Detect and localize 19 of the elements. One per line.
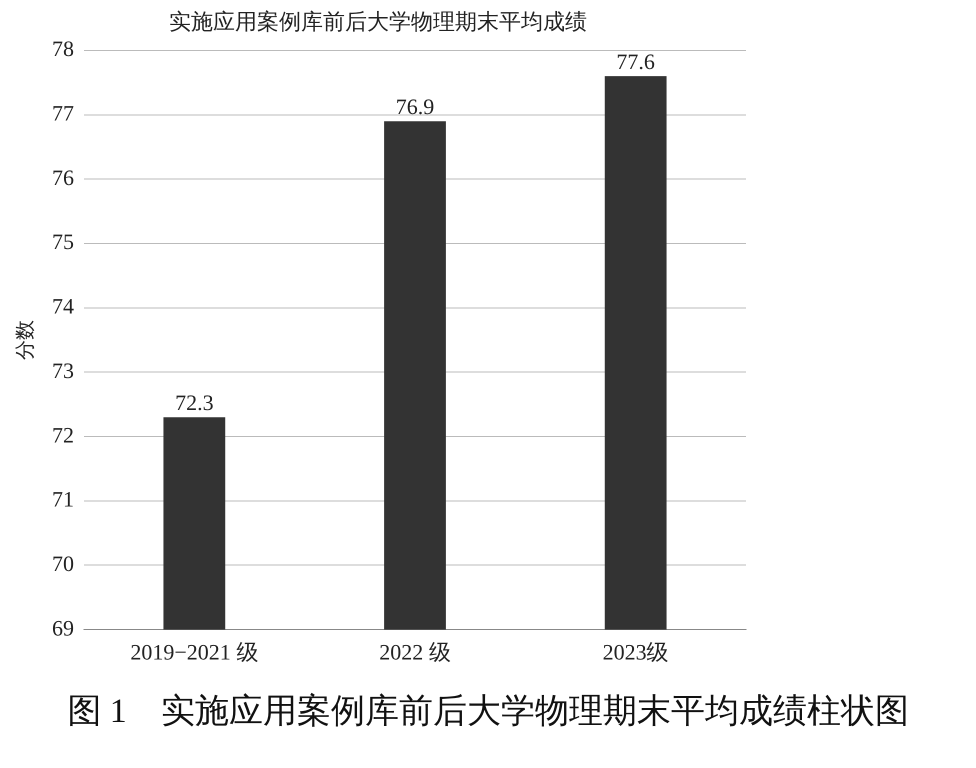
y-tick-label: 76	[52, 164, 74, 190]
data-label: 72.3	[175, 390, 214, 416]
y-tick-label: 70	[52, 551, 74, 576]
data-label: 77.6	[616, 48, 655, 74]
chart-title: 实施应用案例库前后大学物理期末平均成绩	[169, 8, 587, 34]
y-tick-label: 71	[52, 486, 74, 512]
caption: 图 1 实施应用案例库前后大学物理期末平均成绩柱状图	[66, 692, 910, 732]
y-tick-label: 77	[52, 100, 74, 126]
data-label: 76.9	[396, 94, 434, 119]
x-tick-label: 2023级	[602, 640, 669, 665]
x-tick-label: 2022 级	[379, 640, 451, 665]
y-axis-title: 分数	[14, 320, 36, 360]
y-tick-label: 74	[52, 294, 74, 319]
y-tick-label: 78	[52, 36, 74, 62]
y-tick-label: 72	[52, 422, 74, 448]
y-tick-label: 75	[52, 229, 74, 254]
x-tick-label: 2019−2021 级	[130, 640, 258, 665]
y-tick-label: 73	[52, 358, 74, 383]
y-tick-label: 69	[52, 615, 74, 640]
